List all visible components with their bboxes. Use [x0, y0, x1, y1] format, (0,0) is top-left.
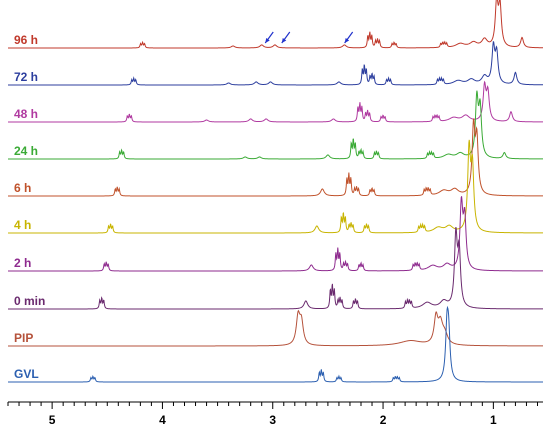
series-label-gvl: GVL [14, 367, 39, 381]
spectrum-line-gvl [8, 305, 543, 383]
series-labels-group: 96 h 72 h 48 h 24 h 6 h 4 h 2 h 0 min PIP GVL [14, 33, 45, 381]
series-label-96-h: 96 h [14, 33, 38, 47]
series-label-24-h: 24 h [14, 144, 38, 158]
x-axis: 5 4 3 2 1 [7, 401, 543, 427]
series-label-48-h: 48 h [14, 107, 38, 121]
spectrum-line-6-h [8, 118, 544, 197]
spectra-group [8, 0, 544, 383]
spectrum-line-72-h [8, 40, 543, 86]
spectrum-line-48-h [8, 80, 543, 123]
x-tick-label: 4 [159, 413, 166, 427]
spectrum-line-24-h [8, 90, 543, 160]
annotation-arrow [344, 31, 354, 44]
series-label-pip: PIP [14, 331, 33, 345]
x-tick-label: 1 [490, 413, 497, 427]
x-tick-label: 5 [49, 413, 56, 427]
annotation-arrows-group [264, 31, 354, 44]
annotation-arrow [264, 31, 274, 44]
spectrum-line-0-min [8, 226, 543, 310]
series-label-2-h: 2 h [14, 256, 31, 270]
annotation-arrow [281, 31, 291, 44]
spectrum-line-2-h [8, 196, 543, 272]
series-label-0-min: 0 min [14, 294, 45, 308]
series-label-4-h: 4 h [14, 218, 31, 232]
series-label-72-h: 72 h [14, 70, 38, 84]
x-tick-label: 2 [380, 413, 387, 427]
spectrum-line-pip [8, 309, 543, 347]
x-tick-label: 3 [269, 413, 276, 427]
spectrum-line-4-h [8, 139, 543, 234]
series-label-6-h: 6 h [14, 181, 31, 195]
spectrum-line-96-h [8, 0, 544, 49]
